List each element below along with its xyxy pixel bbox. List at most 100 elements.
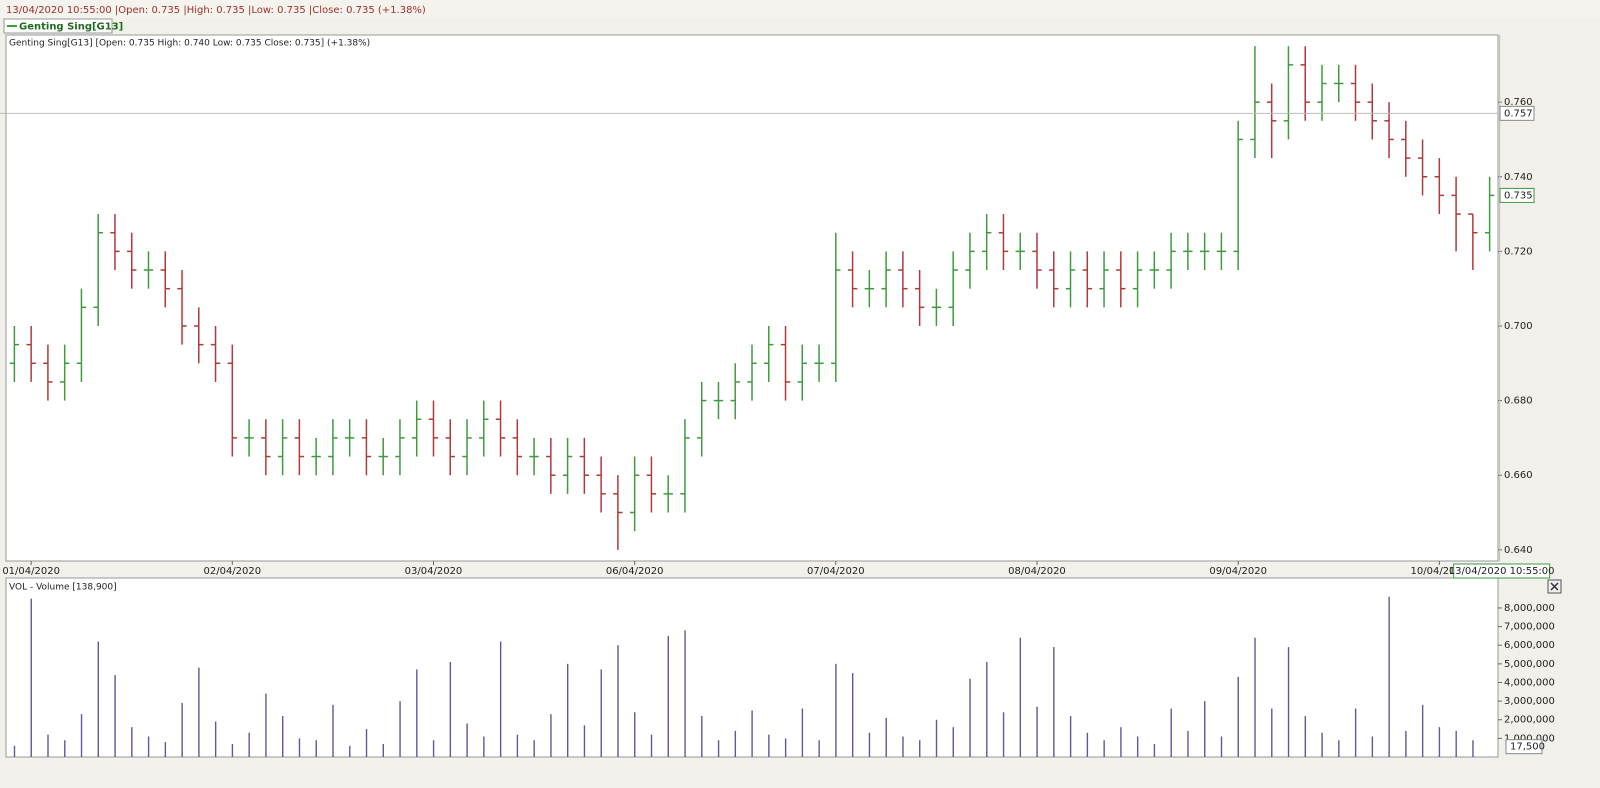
volume-bar	[1002, 712, 1005, 757]
volume-bar	[734, 730, 737, 757]
volume-chart: 1,000,000 2,000,000 3,000,000 4,000,000 5,00…	[13, 596, 1555, 757]
price-title: Genting Sing[G13] [Open: 0.735 High: 0.7…	[9, 39, 370, 49]
last-price-box	[1499, 187, 1535, 203]
volume-bar	[1455, 730, 1457, 757]
volume-bar	[784, 738, 787, 757]
volume-bar	[701, 716, 703, 757]
y-tick-label: 0.720	[1504, 246, 1533, 257]
volume-bar	[332, 704, 334, 757]
volume-bar	[1438, 727, 1441, 757]
volume-bar	[1354, 708, 1357, 757]
volume-bar	[969, 678, 971, 757]
x-tick-label: 06/04/2020	[606, 566, 664, 577]
y-tick-label: 0.700	[1504, 321, 1533, 332]
volume-bar	[231, 743, 234, 757]
crosshair-time-box	[1453, 563, 1551, 579]
y-tick-label: 0.740	[1504, 172, 1533, 183]
volume-bar	[181, 702, 183, 757]
volume-bar	[282, 716, 284, 757]
volume-bar	[30, 598, 32, 757]
volume-bar	[80, 714, 83, 757]
volume-bar	[1472, 740, 1474, 757]
volume-bar	[1237, 676, 1239, 757]
x-tick-label: 09/04/2020	[1209, 566, 1267, 577]
volume-bar	[382, 743, 384, 757]
volume-bar	[550, 714, 552, 757]
volume-bar	[1153, 743, 1156, 757]
volume-bar	[214, 721, 217, 757]
volume-bar	[516, 734, 519, 757]
volume-bar	[1271, 708, 1273, 757]
volume-bar	[1405, 730, 1407, 757]
volume-bar	[935, 719, 938, 757]
volume-bar	[164, 742, 167, 757]
volume-bar	[114, 675, 116, 757]
volume-bar	[868, 732, 871, 757]
volume-bar	[617, 645, 619, 757]
legend-label[interactable]: Genting Sing[G13]	[19, 22, 123, 33]
volume-bar	[64, 740, 66, 757]
volume-bar	[131, 727, 133, 757]
volume-bar	[315, 740, 317, 757]
crosshair-time-label: 13/04/2020 10:55:00	[1449, 566, 1555, 577]
price-chart: 0.640 0.660 0.680 0.700 0.720 0.740 0.760 01/04…	[0, 35, 1555, 579]
x-tick-label: 02/04/2020	[203, 566, 261, 577]
volume-bar	[1086, 732, 1089, 757]
volume-bar	[47, 734, 49, 757]
volume-title: VOL - Volume [138,900]	[9, 583, 117, 593]
x-tick-label: 07/04/2020	[807, 566, 865, 577]
volume-bar	[801, 708, 804, 757]
volume-bar	[1304, 716, 1307, 757]
quote-line: 13/04/2020 10:55:00 |Open: 0.735 |High: …	[6, 5, 426, 16]
volume-bar	[1187, 730, 1189, 757]
legend-button[interactable]	[3, 18, 113, 34]
y-tick-label: 5,000,000	[1504, 659, 1555, 670]
price-panel	[5, 34, 1499, 562]
close-icon	[1550, 582, 1559, 591]
volume-bar	[768, 734, 770, 757]
volume-bar	[1053, 647, 1055, 757]
volume-bar	[986, 661, 988, 757]
last-price-label: 0.735	[1504, 190, 1533, 201]
volume-bar	[483, 736, 485, 757]
volume-bar	[684, 630, 686, 757]
volume-bar	[717, 740, 720, 757]
volume-bar	[566, 663, 569, 757]
volume-bar	[650, 734, 653, 757]
y-tick-label: 3,000,000	[1504, 696, 1555, 707]
volume-bar	[298, 738, 301, 757]
volume-bar	[952, 727, 954, 757]
volume-bar	[1019, 637, 1022, 757]
volume-bar	[248, 732, 250, 757]
y-tick-label: 8,000,000	[1504, 603, 1555, 614]
volume-bar	[885, 717, 887, 757]
volume-bar	[1388, 596, 1390, 757]
info-bar	[0, 0, 1600, 18]
x-tick-label: 08/04/2020	[1008, 566, 1066, 577]
volume-bar	[919, 740, 921, 757]
volume-bar	[600, 669, 602, 757]
volume-bar	[349, 745, 351, 757]
y-tick-label: 0.660	[1504, 470, 1533, 481]
y-tick-label: 1,000,000	[1504, 733, 1555, 744]
volume-bar	[1371, 736, 1374, 757]
volume-bar	[1254, 637, 1256, 757]
volume-bar	[751, 710, 753, 757]
y-tick-label: 0.640	[1504, 545, 1533, 556]
y-tick-label: 0.680	[1504, 396, 1533, 407]
volume-bar	[1287, 647, 1290, 757]
volume-bar	[1136, 736, 1139, 757]
y-tick-label: 2,000,000	[1504, 715, 1555, 726]
volume-bar	[1036, 706, 1038, 757]
volume-bar	[449, 661, 452, 757]
volume-bar	[1220, 736, 1223, 757]
volume-bar	[265, 693, 267, 757]
volume-bar	[97, 641, 100, 757]
volume-bar	[634, 712, 636, 757]
volume-bar	[432, 740, 435, 757]
volume-bar	[365, 729, 368, 757]
volume-bar	[533, 740, 535, 757]
volume-bar	[583, 725, 586, 757]
